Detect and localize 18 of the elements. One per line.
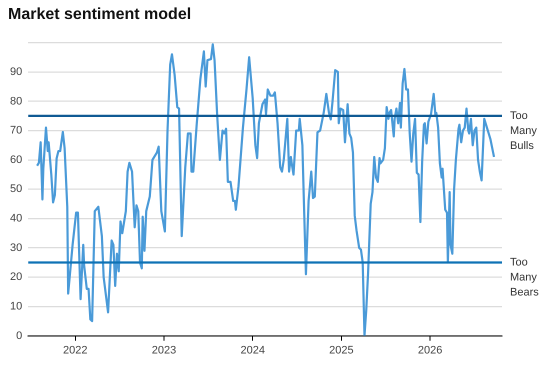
ref-line-label: Too Many Bulls <box>510 110 538 152</box>
y-tick-label: 40 <box>10 212 22 225</box>
y-tick-label: 50 <box>10 183 22 196</box>
y-tick-label: 70 <box>10 124 22 137</box>
x-tick-label: 2024 <box>240 344 265 356</box>
y-tick-label: 60 <box>10 154 22 166</box>
y-tick-label: 10 <box>10 300 22 313</box>
y-tick-label: 20 <box>10 271 22 284</box>
x-tick-label: 2025 <box>329 344 354 356</box>
y-tick-label: 80 <box>10 95 22 108</box>
y-tick-label: 90 <box>10 66 22 78</box>
x-tick-label: 2023 <box>152 344 176 356</box>
y-tick-label: 0 <box>16 330 22 342</box>
x-tick-label: 2022 <box>63 344 88 356</box>
y-tick-label: 30 <box>10 242 22 254</box>
ref-line-label: Too Many Bears <box>510 256 540 299</box>
x-tick-label: 2026 <box>418 344 442 356</box>
chart-title: Market sentiment model <box>8 6 192 24</box>
